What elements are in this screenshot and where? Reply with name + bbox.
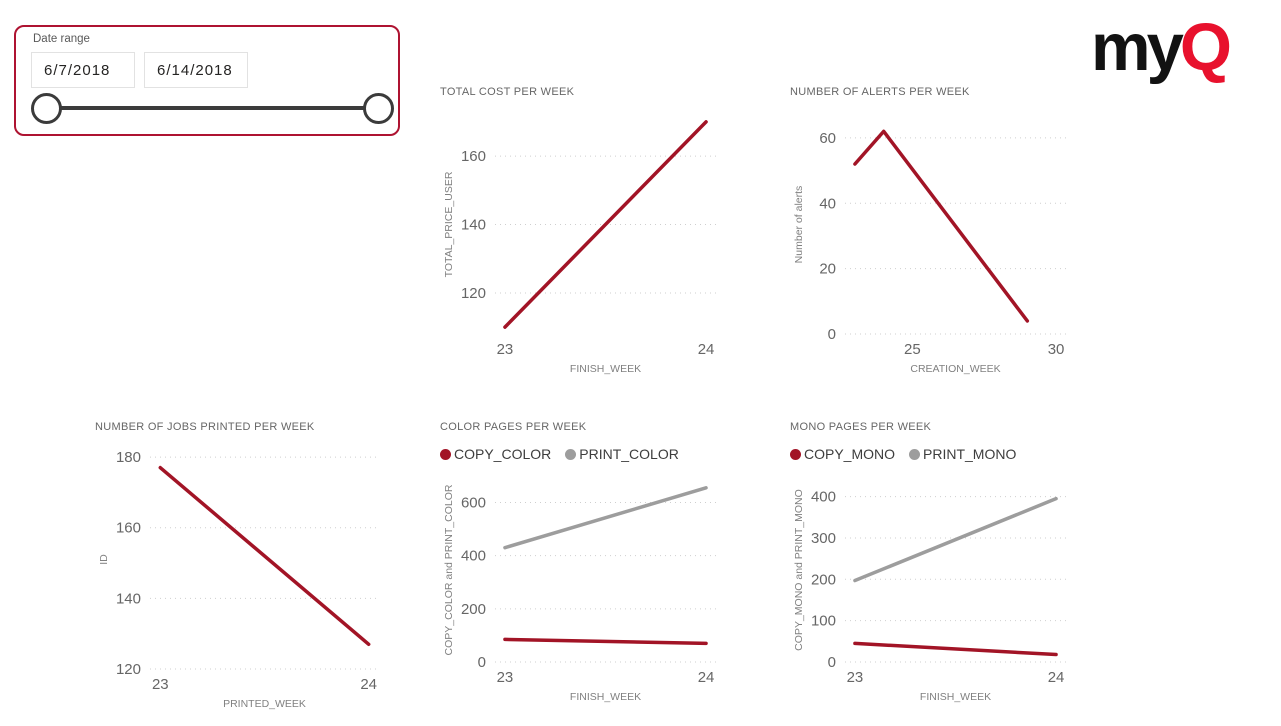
svg-text:600: 600 <box>461 494 486 511</box>
svg-text:24: 24 <box>698 669 715 686</box>
svg-text:COPY_MONO and PRINT_MONO: COPY_MONO and PRINT_MONO <box>793 489 805 651</box>
svg-text:160: 160 <box>116 520 141 537</box>
chart-title: NUMBER OF JOBS PRINTED PER WEEK <box>95 421 315 433</box>
svg-text:FINISH_WEEK: FINISH_WEEK <box>570 363 641 375</box>
legend-dot <box>565 448 577 460</box>
svg-text:400: 400 <box>811 489 836 506</box>
date-range-slicer: Date range <box>14 25 400 136</box>
legend-item-PRINT_COLOR[interactable]: PRINT_COLOR <box>565 446 679 462</box>
svg-text:120: 120 <box>116 661 141 678</box>
svg-text:200: 200 <box>461 601 486 618</box>
svg-text:20: 20 <box>819 261 836 278</box>
chart-title: COLOR PAGES PER WEEK <box>440 421 587 433</box>
logo-text-my: my <box>1091 10 1184 85</box>
svg-text:40: 40 <box>819 195 836 212</box>
svg-text:23: 23 <box>847 669 864 686</box>
svg-text:60: 60 <box>819 130 836 147</box>
svg-text:PRINTED_WEEK: PRINTED_WEEK <box>223 698 306 710</box>
svg-text:120: 120 <box>461 285 486 302</box>
svg-text:FINISH_WEEK: FINISH_WEEK <box>570 691 641 703</box>
svg-text:100: 100 <box>811 613 836 630</box>
legend-dot <box>440 448 451 460</box>
chart-legend: COPY_COLOR PRINT_COLOR <box>440 440 732 468</box>
chart-title: TOTAL COST PER WEEK <box>440 86 575 98</box>
svg-text:0: 0 <box>828 654 836 671</box>
svg-text:140: 140 <box>461 217 486 234</box>
start-date-input[interactable] <box>31 52 135 88</box>
svg-text:24: 24 <box>360 676 377 693</box>
chart-title: NUMBER OF ALERTS PER WEEK <box>790 86 970 98</box>
svg-text:30: 30 <box>1048 341 1065 358</box>
legend-label: COPY_COLOR <box>454 446 552 462</box>
series-line-COPY_MONO[interactable] <box>853 641 1058 657</box>
svg-text:140: 140 <box>116 590 141 607</box>
chart-plot[interactable]: 0 20 40 60 Number of alerts 25 30 CREATION_WEEK <box>790 105 1082 380</box>
slicer-label: Date range <box>33 33 90 45</box>
svg-text:23: 23 <box>497 669 514 686</box>
svg-text:FINISH_WEEK: FINISH_WEEK <box>920 691 991 703</box>
chart-title: MONO PAGES PER WEEK <box>790 421 932 433</box>
svg-text:TOTAL_PRICE_USER: TOTAL_PRICE_USER <box>443 171 455 277</box>
chart-number-of-jobs-printed-per-week: NUMBER OF JOBS PRINTED PER WEEK 120 140 16… <box>95 420 395 720</box>
svg-text:23: 23 <box>497 341 514 358</box>
series-line-COPY_COLOR[interactable] <box>503 637 708 646</box>
logo-text-q: Q <box>1179 10 1232 85</box>
svg-text:180: 180 <box>116 449 141 466</box>
svg-text:ID: ID <box>98 554 110 565</box>
chart-plot[interactable]: 120 140 160 180 ID 23 24 PRINTED_WEEK <box>95 440 395 715</box>
svg-text:0: 0 <box>478 654 486 671</box>
legend-item-COPY_MONO[interactable]: COPY_MONO <box>790 446 895 462</box>
svg-text:400: 400 <box>461 548 486 565</box>
date-range-slider-track[interactable] <box>44 106 374 110</box>
chart-total-cost-per-week: TOTAL COST PER WEEK 120 140 160 TOTAL_PRICE… <box>440 85 732 385</box>
legend-dot <box>790 448 801 460</box>
svg-text:25: 25 <box>904 341 921 358</box>
chart-plot[interactable]: 0 200 400 600 COPY_COLOR and PRINT_COLOR 23 24… <box>440 468 732 708</box>
series-line-ID[interactable] <box>158 465 371 647</box>
svg-text:24: 24 <box>1048 669 1065 686</box>
myq-logo: myQ <box>1091 14 1232 81</box>
svg-text:24: 24 <box>698 341 715 358</box>
svg-text:200: 200 <box>811 571 836 588</box>
series-line-PRINT_COLOR[interactable] <box>503 486 708 550</box>
svg-text:CREATION_WEEK: CREATION_WEEK <box>910 363 1000 375</box>
svg-text:23: 23 <box>152 676 169 693</box>
series-line-TOTAL_PRICE_USER[interactable] <box>503 120 708 329</box>
legend-label: COPY_MONO <box>804 446 896 462</box>
chart-legend: COPY_MONO PRINT_MONO <box>790 440 1082 468</box>
svg-text:COPY_COLOR and PRINT_COLOR: COPY_COLOR and PRINT_COLOR <box>443 484 455 655</box>
svg-text:160: 160 <box>461 148 486 165</box>
legend-label: PRINT_MONO <box>923 446 1017 462</box>
chart-number-of-alerts-per-week: NUMBER OF ALERTS PER WEEK 0 20 40 60 Number … <box>790 85 1082 385</box>
slider-handle-end[interactable] <box>363 93 394 124</box>
legend-item-COPY_COLOR[interactable]: COPY_COLOR <box>440 446 551 462</box>
legend-dot <box>909 448 921 460</box>
chart-mono-pages-per-week: MONO PAGES PER WEEK COPY_MONO PRINT_MONO … <box>790 420 1082 713</box>
chart-plot[interactable]: 120 140 160 TOTAL_PRICE_USER 23 24 FINISH_WEEK <box>440 105 732 380</box>
svg-text:0: 0 <box>828 326 836 343</box>
series-line-Number of alerts[interactable] <box>853 129 1030 323</box>
legend-item-PRINT_MONO[interactable]: PRINT_MONO <box>909 446 1016 462</box>
chart-plot[interactable]: 0 100 200 300 400 COPY_MONO and PRINT_MONO 23 2… <box>790 468 1082 708</box>
end-date-input[interactable] <box>144 52 248 88</box>
series-line-PRINT_MONO[interactable] <box>853 496 1058 583</box>
legend-label: PRINT_COLOR <box>579 446 679 462</box>
svg-text:Number of alerts: Number of alerts <box>793 186 805 264</box>
slider-handle-start[interactable] <box>31 93 62 124</box>
chart-color-pages-per-week: COLOR PAGES PER WEEK COPY_COLOR PRINT_COL… <box>440 420 732 713</box>
svg-text:300: 300 <box>811 530 836 547</box>
